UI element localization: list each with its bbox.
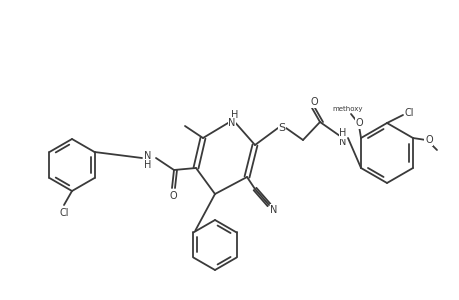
- Text: H: H: [339, 128, 346, 138]
- Text: H: H: [231, 110, 238, 120]
- Text: O: O: [169, 191, 176, 201]
- Text: S: S: [278, 123, 285, 133]
- Text: Cl: Cl: [403, 108, 413, 118]
- Text: N: N: [270, 205, 277, 215]
- Text: O: O: [424, 135, 432, 145]
- Text: methoxy: methoxy: [332, 106, 363, 112]
- Text: N: N: [144, 151, 151, 161]
- Text: N: N: [339, 137, 346, 147]
- Text: O: O: [354, 118, 362, 128]
- Text: H: H: [144, 160, 151, 170]
- Text: O: O: [309, 97, 317, 107]
- Text: N: N: [228, 118, 235, 128]
- Text: Cl: Cl: [59, 208, 68, 218]
